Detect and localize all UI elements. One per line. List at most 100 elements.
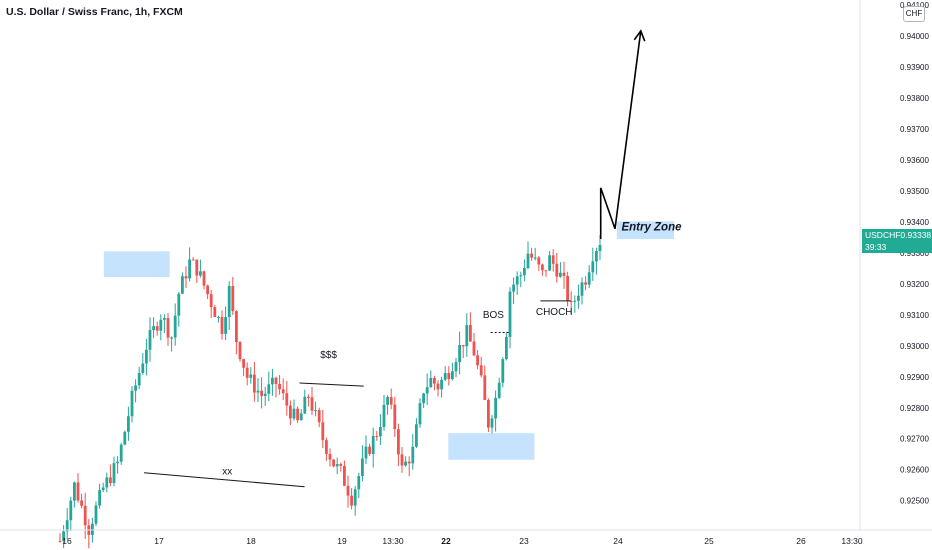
- candle-body: [91, 523, 94, 535]
- candle-body: [458, 344, 461, 363]
- candle-body: [148, 330, 152, 350]
- candle-body: [177, 293, 181, 316]
- candle-body: [325, 440, 328, 455]
- candle-body: [505, 336, 508, 360]
- candle-body: [551, 255, 555, 264]
- candle-body: [569, 300, 573, 302]
- annotation-label: BOS: [483, 310, 504, 321]
- candle-body: [447, 373, 451, 380]
- candle-body: [173, 315, 177, 338]
- candle-body: [361, 458, 364, 477]
- candle-body: [465, 325, 469, 347]
- candle-body: [76, 482, 80, 501]
- candle-body: [523, 267, 526, 276]
- current-price-label: USDCHF 0.93338 39:33: [862, 229, 932, 253]
- candle-body: [393, 404, 397, 430]
- currency-button[interactable]: CHF: [903, 6, 925, 22]
- time-tick-label: 17: [154, 536, 164, 546]
- candle-body: [310, 397, 314, 411]
- candle-body: [184, 276, 188, 279]
- candle-body: [62, 531, 65, 542]
- price-axis[interactable]: 0.94100 0.94000 0.93900 0.93800 0.93700 0.936…: [859, 0, 929, 530]
- time-tick-label: 18: [246, 536, 256, 546]
- time-tick-label: 19: [337, 536, 347, 546]
- candle-body: [256, 390, 260, 393]
- candle-body: [418, 403, 422, 425]
- candle-body: [292, 408, 296, 419]
- candle-body: [109, 477, 112, 484]
- candle-body: [271, 377, 274, 385]
- candle-body: [533, 257, 537, 259]
- candle-body: [80, 500, 83, 506]
- candle-body: [253, 374, 256, 393]
- candle-body: [245, 367, 249, 378]
- price-tick-label: 0.94000: [900, 32, 929, 41]
- price-tick-label: 0.93200: [900, 280, 929, 289]
- candle-body: [364, 446, 368, 459]
- candle-body: [285, 393, 289, 406]
- candle-body: [242, 359, 245, 368]
- candle-body: [163, 318, 166, 320]
- candle-body: [238, 342, 242, 360]
- price-label-symbol: USDCHF: [865, 230, 901, 240]
- candle-body: [440, 379, 443, 390]
- candle-body: [119, 444, 123, 462]
- candle-body: [595, 251, 598, 262]
- candle-body: [181, 276, 184, 294]
- candle-body: [519, 275, 523, 277]
- candle-body: [289, 405, 292, 419]
- candle-body: [436, 383, 440, 390]
- candle-body: [224, 317, 227, 334]
- candle-body: [508, 291, 512, 337]
- candle-body: [483, 375, 487, 401]
- candle-body: [548, 255, 551, 271]
- time-tick-label: 13:30: [841, 536, 863, 546]
- candle-body: [404, 461, 407, 466]
- candle-body: [339, 464, 343, 466]
- candle-body: [566, 275, 569, 301]
- candle-body: [425, 387, 429, 394]
- candle-body: [577, 295, 580, 301]
- time-tick-label: 25: [704, 536, 714, 546]
- candle-body: [188, 259, 191, 279]
- candle-body: [249, 374, 253, 378]
- candle-body: [371, 435, 375, 455]
- candle-body: [375, 435, 379, 437]
- candle-body: [235, 311, 238, 343]
- candle-body: [487, 400, 490, 428]
- candle-body: [321, 422, 325, 441]
- chart-title: U.S. Dollar / Swiss Franc, 1h, FXCM: [6, 6, 183, 18]
- price-tick-label: 0.92700: [900, 435, 929, 444]
- candle-body: [260, 390, 263, 397]
- candle-body: [69, 500, 73, 521]
- candle-body: [389, 397, 393, 405]
- candle-body: [415, 424, 418, 447]
- candle-body: [299, 413, 303, 421]
- candle-body: [303, 396, 307, 414]
- candle-body: [494, 397, 497, 419]
- candle-body: [598, 244, 602, 252]
- candle-body: [469, 325, 472, 342]
- candle-body: [346, 485, 350, 496]
- candle-body: [515, 276, 519, 285]
- time-axis[interactable]: 16 17 18 19 13:30 22 23 24 25 26 13:30: [0, 529, 932, 546]
- price-tick-label: 0.93700: [900, 125, 929, 134]
- candle-body: [541, 264, 544, 271]
- candle-body: [98, 490, 101, 506]
- candle-body: [202, 271, 206, 286]
- candle-body: [263, 393, 267, 397]
- candle-body: [94, 505, 98, 524]
- price-tick-label: 0.93400: [900, 218, 929, 227]
- candle-body: [368, 446, 371, 455]
- candle-body: [307, 396, 310, 398]
- candle-body: [353, 489, 357, 506]
- candle-body: [497, 382, 501, 398]
- price-tick-label: 0.93600: [900, 156, 929, 165]
- candle-body: [267, 384, 271, 394]
- price-tick-label: 0.93800: [900, 94, 929, 103]
- candle-body: [479, 365, 483, 376]
- candle-body: [544, 270, 548, 272]
- candle-body: [407, 461, 411, 464]
- candle-body: [116, 461, 119, 464]
